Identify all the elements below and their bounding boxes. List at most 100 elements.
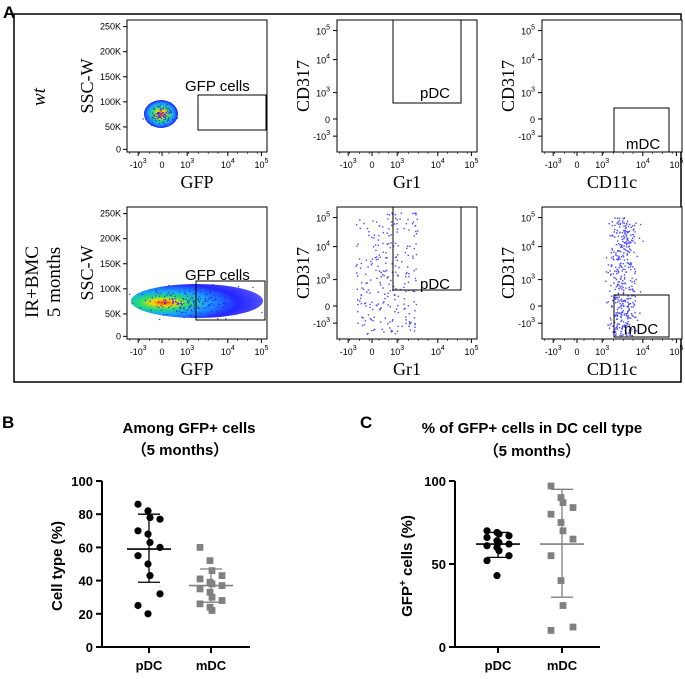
event-dot [618,219,621,222]
event-dot [165,300,167,302]
event-dot [413,235,415,237]
event-dot [615,252,617,254]
event-dot [142,118,144,120]
event-dot [616,327,619,330]
event-dot [622,240,624,243]
x-tick-exponent: 5 [474,158,478,165]
event-dot [378,254,380,256]
event-dot [181,304,183,306]
event-dot [390,329,392,332]
event-dot [163,114,166,116]
event-dot [164,113,166,115]
event-dot [617,283,620,286]
event-dot [620,256,623,258]
event-dot [386,213,389,216]
event-dot [223,289,225,291]
event-dot [206,293,208,296]
event-dot [215,298,217,301]
event-dot [414,277,417,280]
event-dot [414,225,416,227]
data-point [559,499,567,506]
event-dot [610,265,613,268]
event-dot [613,276,615,279]
event-dot [172,302,174,304]
event-dot [415,214,417,216]
event-dot [625,249,628,252]
event-dot [612,299,614,302]
event-dot [185,309,187,312]
event-dot [626,262,629,264]
event-dot [373,237,375,239]
event-dot [379,307,381,310]
event-dot [391,212,393,214]
data-point [196,544,204,551]
event-dot [150,309,152,311]
event-dot [621,312,624,314]
x-tick-exponent: 3 [605,345,609,352]
y-tick-label: 150K [100,259,121,269]
event-dot [217,312,220,314]
data-point [134,527,142,535]
event-dot [632,240,634,242]
event-dot [406,247,408,250]
x-axis-label: Gr1 [393,172,421,192]
event-dot [357,303,359,306]
x-tick-exponent: 3 [558,345,562,352]
x-axis-label: CD11c [587,359,637,379]
y-tick-label: 0 [86,640,93,655]
event-dot [225,318,227,320]
event-dot [194,293,197,295]
data-point [156,515,164,523]
event-dot [372,245,375,248]
event-dot [388,235,390,237]
event-dot [189,290,191,293]
event-dot [614,297,616,300]
event-dot [413,301,415,303]
series-pdc [476,527,520,580]
event-dot [375,304,377,306]
event-dot [153,115,155,117]
event-dot [370,260,372,263]
event-dot [623,274,626,276]
y-axis-label: SSC-W [77,58,97,113]
event-dot [240,301,242,304]
event-dot [634,231,636,233]
event-dot [628,329,631,331]
event-dot [373,316,375,318]
event-dot [624,242,626,244]
event-dot [209,297,211,299]
event-dot [366,333,368,335]
event-dot [383,275,385,277]
event-dot [408,229,410,231]
panel-c-letter: C [360,413,372,432]
event-dot [384,297,386,300]
event-dot [217,306,219,308]
event-dot [367,289,370,291]
y-tick-label: 100 [424,474,446,489]
event-dot [624,224,627,227]
event-dot [369,292,371,294]
event-dot [626,258,629,261]
event-dot [196,305,198,308]
event-dot [627,231,629,233]
data-point [569,535,577,543]
event-dot [621,328,624,330]
data-point [557,577,565,584]
event-dot [409,329,412,331]
event-dot [168,298,171,300]
data-point [144,530,152,538]
event-dot [368,230,370,233]
y-tick-label: -103 [518,317,535,329]
event-dot [182,297,184,299]
event-dot [412,290,414,292]
event-dot [632,237,634,239]
event-dot [623,225,625,228]
event-dot [634,242,636,244]
event-dot [198,301,200,303]
event-dot [622,291,625,294]
x-tick-exponent: 4 [646,158,650,165]
event-dot [620,330,622,332]
event-dot [190,304,193,306]
event-dot [372,320,374,322]
event-dot [622,334,624,336]
